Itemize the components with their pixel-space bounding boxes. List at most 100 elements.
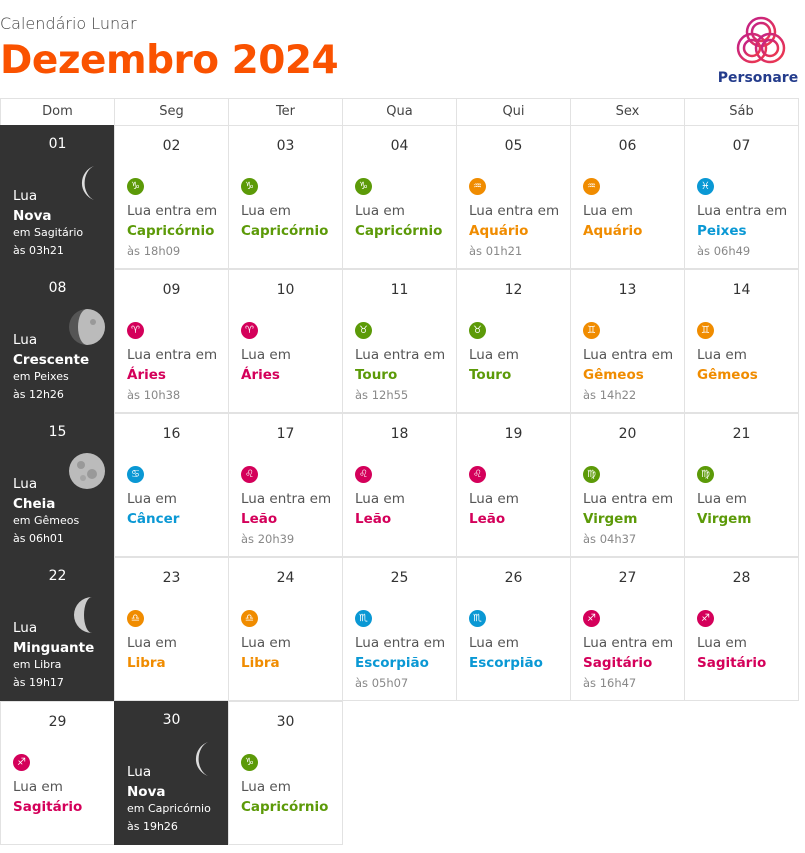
zodiac-sign: Áries: [241, 367, 280, 383]
zodiac-sign: Sagitário: [583, 655, 653, 671]
entry-time: às 10h38: [127, 388, 181, 402]
moon-status: Lua entra em: [697, 203, 788, 219]
personare-logo[interactable]: Personare: [718, 14, 803, 86]
lua-label: Lua: [13, 620, 38, 636]
zodiac-sign: Virgem: [697, 511, 752, 527]
day-cell[interactable]: 30 ♑ Lua em Capricórnio: [228, 701, 343, 845]
entry-time: às 20h39: [241, 532, 295, 546]
zodiac-sign: Capricórnio: [241, 223, 329, 239]
scorpio-icon: ♏: [355, 610, 372, 627]
entry-time: às 05h07: [355, 676, 409, 690]
day-number: 11: [390, 282, 409, 298]
phase-name: Nova: [127, 784, 166, 800]
phase-sign: em Gêmeos: [13, 514, 80, 527]
moon-status: Lua em: [241, 203, 291, 219]
moon-phase-cell[interactable]: 01 Lua Nova em Sagitário às 03h21: [0, 125, 115, 269]
entry-time: às 12h55: [355, 388, 409, 402]
day-number: 09: [162, 282, 181, 298]
day-cell[interactable]: 13 ♊ Lua entra em Gêmeos às 14h22: [570, 269, 685, 413]
moon-phase-cell[interactable]: 30 Lua Nova em Capricórnio às 19h26: [114, 701, 229, 845]
day-cell[interactable]: 21 ♍ Lua em Virgem: [684, 413, 799, 557]
zodiac-sign: Escorpião: [355, 655, 429, 671]
day-cell[interactable]: 06 ♒ Lua em Aquário: [570, 125, 685, 269]
day-cell[interactable]: 27 ♐ Lua entra em Sagitário às 16h47: [570, 557, 685, 701]
empty-cell: [342, 701, 457, 845]
day-number: 12: [504, 282, 523, 298]
logo-text: Personare: [717, 70, 799, 86]
day-number: 21: [732, 426, 751, 442]
day-cell[interactable]: 19 ♌ Lua em Leão: [456, 413, 571, 557]
zodiac-sign: Peixes: [697, 223, 747, 239]
empty-cell: [684, 701, 799, 845]
moon-status: Lua entra em: [241, 491, 332, 507]
day-cell[interactable]: 23 ♎ Lua em Libra: [114, 557, 229, 701]
day-cell[interactable]: 28 ♐ Lua em Sagitário: [684, 557, 799, 701]
day-cell[interactable]: 09 ♈ Lua entra em Áries às 10h38: [114, 269, 229, 413]
moon-phase-cell[interactable]: 22 Lua Minguante em Libra às 19h17: [0, 557, 115, 701]
first-quarter-icon: [68, 308, 106, 346]
day-cell[interactable]: 18 ♌ Lua em Leão: [342, 413, 457, 557]
day-cell[interactable]: 10 ♈ Lua em Áries: [228, 269, 343, 413]
weekday-ter: Ter: [228, 98, 343, 126]
sagittarius-icon: ♐: [697, 610, 714, 627]
moon-status: Lua em: [127, 491, 177, 507]
day-number: 13: [618, 282, 637, 298]
phase-time: às 06h01: [13, 532, 64, 545]
day-number: 06: [618, 138, 637, 154]
leo-icon: ♌: [241, 466, 258, 483]
day-cell[interactable]: 26 ♏ Lua em Escorpião: [456, 557, 571, 701]
day-number: 28: [732, 570, 751, 586]
moon-status: Lua entra em: [583, 347, 674, 363]
moon-status: Lua em: [355, 203, 405, 219]
day-number: 16: [162, 426, 181, 442]
day-cell[interactable]: 14 ♊ Lua em Gêmeos: [684, 269, 799, 413]
zodiac-sign: Touro: [469, 367, 512, 383]
day-cell[interactable]: 16 ♋ Lua em Câncer: [114, 413, 229, 557]
moon-phase-cell[interactable]: 08 Lua Crescente em Peixes às 12h26: [0, 269, 115, 413]
capricorn-icon: ♑: [127, 178, 144, 195]
zodiac-sign: Capricórnio: [127, 223, 215, 239]
sagittarius-icon: ♐: [583, 610, 600, 627]
day-number: 10: [276, 282, 295, 298]
moon-phase-cell[interactable]: 15 Lua Cheia em Gêmeos às 06h01: [0, 413, 115, 557]
day-cell[interactable]: 12 ♉ Lua em Touro: [456, 269, 571, 413]
weekday-header: Dom Seg Ter Qua Qui Sex Sáb: [0, 98, 805, 126]
moon-status: Lua em: [355, 491, 405, 507]
day-cell[interactable]: 04 ♑ Lua em Capricórnio: [342, 125, 457, 269]
day-number: 18: [390, 426, 409, 442]
calendar-week: 29 ♐ Lua em Sagitário 30 Lua Nova em Capricórni…: [0, 701, 805, 846]
day-number: 01: [48, 136, 67, 152]
zodiac-sign: Leão: [355, 511, 392, 527]
weekday-dom: Dom: [0, 98, 115, 126]
new-moon-icon: [182, 740, 220, 778]
taurus-icon: ♉: [355, 322, 372, 339]
moon-status: Lua em: [13, 779, 63, 795]
day-cell[interactable]: 07 ♓ Lua entra em Peixes às 06h49: [684, 125, 799, 269]
day-cell[interactable]: 25 ♏ Lua entra em Escorpião às 05h07: [342, 557, 457, 701]
aries-icon: ♈: [127, 322, 144, 339]
phase-sign: em Capricórnio: [127, 802, 211, 815]
aquarius-icon: ♒: [583, 178, 600, 195]
moon-status: Lua entra em: [355, 347, 446, 363]
day-number: 22: [48, 568, 67, 584]
moon-status: Lua em: [697, 491, 747, 507]
day-cell[interactable]: 11 ♉ Lua entra em Touro às 12h55: [342, 269, 457, 413]
weekday-qua: Qua: [342, 98, 457, 126]
day-cell[interactable]: 17 ♌ Lua entra em Leão às 20h39: [228, 413, 343, 557]
day-cell[interactable]: 24 ♎ Lua em Libra: [228, 557, 343, 701]
phase-name: Cheia: [13, 496, 56, 512]
virgo-icon: ♍: [697, 466, 714, 483]
zodiac-sign: Áries: [127, 367, 166, 383]
day-number: 14: [732, 282, 751, 298]
day-cell[interactable]: 02 ♑ Lua entra em Capricórnio às 18h09: [114, 125, 229, 269]
weekday-sáb: Sáb: [684, 98, 799, 126]
day-cell[interactable]: 20 ♍ Lua entra em Virgem às 04h37: [570, 413, 685, 557]
moon-status: Lua entra em: [355, 635, 446, 651]
leo-icon: ♌: [355, 466, 372, 483]
day-cell[interactable]: 29 ♐ Lua em Sagitário: [0, 701, 115, 845]
zodiac-sign: Aquário: [469, 223, 529, 239]
zodiac-sign: Sagitário: [697, 655, 767, 671]
phase-name: Crescente: [13, 352, 90, 368]
day-cell[interactable]: 03 ♑ Lua em Capricórnio: [228, 125, 343, 269]
day-cell[interactable]: 05 ♒ Lua entra em Aquário às 01h21: [456, 125, 571, 269]
